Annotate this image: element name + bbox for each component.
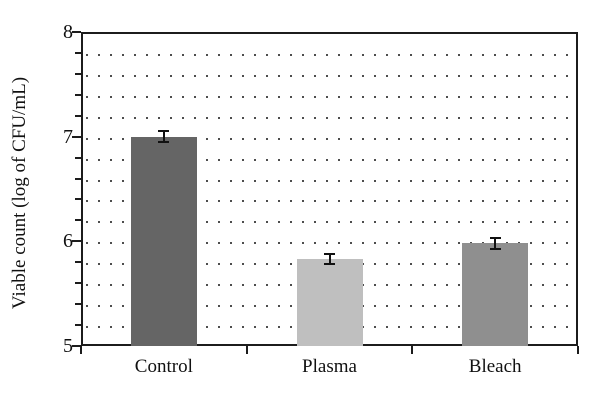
bar-plasma [296,259,363,346]
y-tick-label: 5 [63,335,73,357]
error-bar-cap-top [489,237,501,240]
gridline [86,200,573,203]
error-bar [494,238,497,249]
y-tick-label: 7 [63,125,73,148]
gridline [86,53,573,56]
y-axis-major-tick [72,135,81,138]
y-axis-minor-tick [75,51,81,54]
gridline [86,116,573,119]
y-axis-minor-tick [75,93,81,96]
error-bar-cap-top [324,252,335,255]
x-category-label: Bleach [468,356,522,377]
y-axis-minor-tick [75,219,81,222]
y-axis-minor-tick [75,198,81,201]
x-axis-tick [245,346,248,354]
error-bar-cap-bottom [158,140,170,143]
x-axis-tick [411,346,414,354]
gridline [86,221,573,224]
error-bar-cap-bottom [489,247,501,250]
x-category-label: Control [134,356,193,377]
gridline [86,137,573,140]
gridline [86,74,573,77]
y-axis-minor-tick [75,324,81,327]
error-bar-cap-bottom [324,263,335,266]
y-axis-major-tick [72,240,81,243]
y-axis-minor-tick [75,114,81,117]
y-axis-label: Viable count (log of CFU/mL) [9,76,30,310]
gridline [86,242,573,245]
gridline [86,158,573,161]
gridline [86,95,573,98]
x-axis-tick [80,346,82,354]
gridline [86,179,573,182]
error-bar [328,253,331,265]
error-bar-cap-top [158,130,170,133]
y-axis-minor-tick [75,282,81,285]
y-axis-minor-tick [75,177,81,180]
x-category-label: Plasma [302,356,357,377]
y-axis-minor-tick [75,261,81,264]
y-tick-label: 8 [63,21,73,43]
error-bar [162,131,165,142]
y-axis-minor-tick [75,303,81,306]
bar-bleach [462,243,529,346]
y-axis-minor-tick [75,72,81,75]
y-axis-minor-tick [75,156,81,159]
y-axis-major-tick [72,345,81,347]
x-axis-tick [577,346,579,354]
y-axis-major-tick [72,31,81,33]
bar-control [130,136,197,346]
y-tick-label: 6 [63,230,73,253]
